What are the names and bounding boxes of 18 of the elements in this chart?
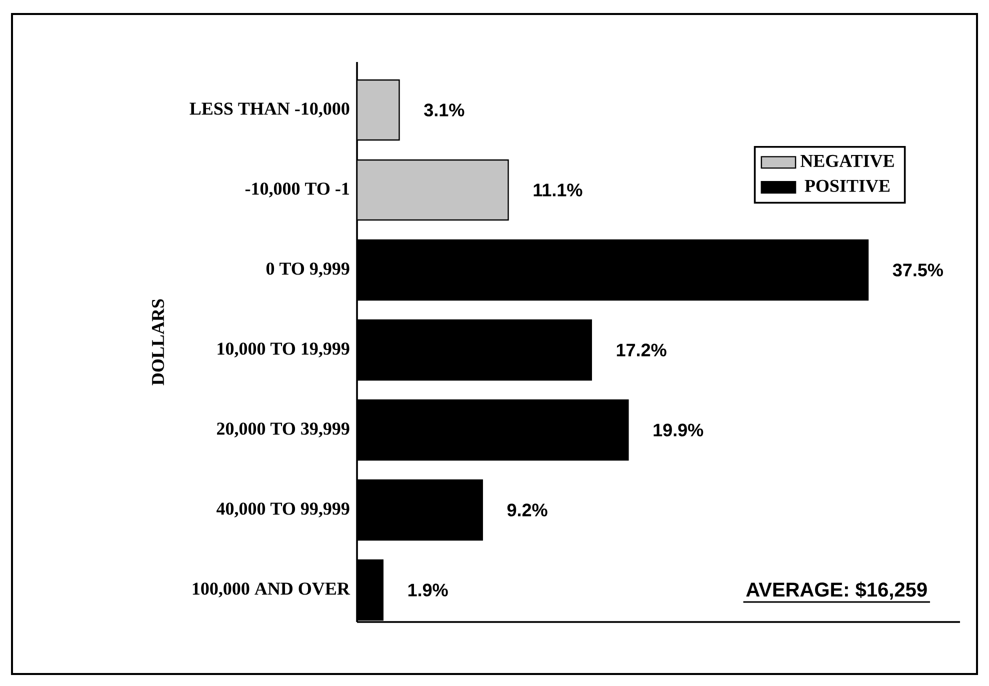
y-axis-title: DOLLARS xyxy=(152,299,164,386)
data-label: 19.9% xyxy=(654,424,704,436)
data-label: 37.5% xyxy=(892,264,943,276)
y-tick-label: 0 TO 9,999 xyxy=(266,262,350,278)
data-label: 17.2% xyxy=(616,344,666,356)
data-label: 3.1% xyxy=(424,104,464,116)
legend-label: POSITIVE xyxy=(804,180,890,192)
y-tick-label: -10,000 TO -1 xyxy=(245,182,349,198)
annotation: AVERAGE: $16,259 xyxy=(746,582,927,600)
y-tick-label: 40,000 TO 99,999 xyxy=(216,502,350,518)
data-label: 9.2% xyxy=(507,504,548,516)
data-label: 1.9% xyxy=(408,584,448,596)
y-tick-label: LESS THAN -10,000 xyxy=(190,102,350,118)
data-label: 11.1% xyxy=(534,184,582,196)
y-tick-label: 20,000 TO 39,999 xyxy=(217,422,350,438)
y-tick-label: 10,000 TO 19,999 xyxy=(218,342,350,358)
legend-label: NEGATIVE xyxy=(800,154,894,168)
y-tick-label: 100,000 AND OVER xyxy=(192,582,350,598)
